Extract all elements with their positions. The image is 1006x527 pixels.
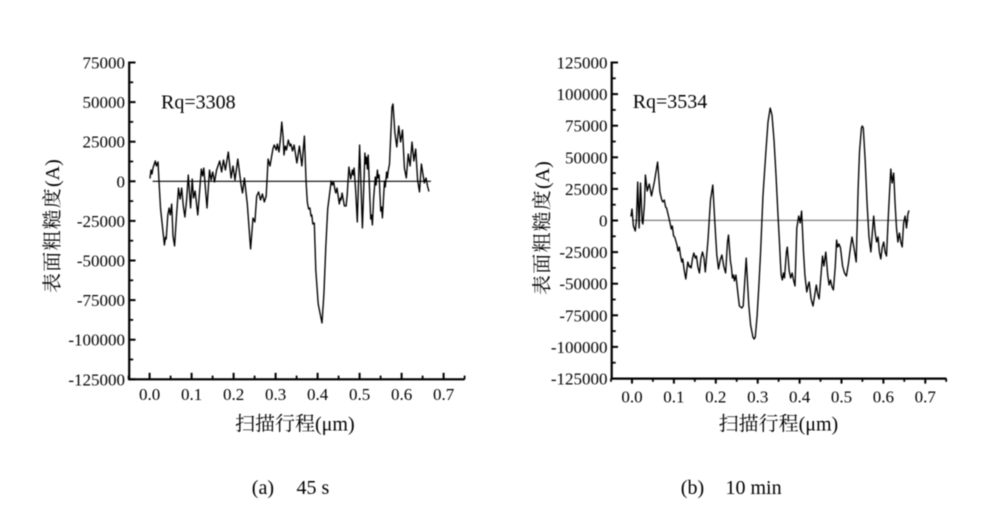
svg-text:100000: 100000 (557, 85, 608, 104)
svg-text:0.6: 0.6 (873, 388, 894, 407)
svg-text:0.2: 0.2 (705, 388, 726, 407)
svg-text:0.4: 0.4 (789, 388, 811, 407)
svg-text:0.0: 0.0 (139, 385, 160, 404)
svg-text:0.1: 0.1 (663, 388, 684, 407)
svg-text:-100000: -100000 (68, 331, 125, 350)
svg-text:10 min: 10 min (726, 477, 782, 499)
svg-text:0.1: 0.1 (181, 385, 202, 404)
svg-text:0.0: 0.0 (621, 388, 642, 407)
svg-text:0: 0 (117, 172, 126, 191)
svg-text:(A): (A) (42, 159, 64, 187)
svg-text:0.3: 0.3 (265, 385, 286, 404)
svg-text:-25000: -25000 (77, 212, 125, 231)
svg-text:75000: 75000 (83, 54, 126, 73)
svg-text:Rq=3534: Rq=3534 (633, 91, 708, 113)
svg-text:25000: 25000 (565, 180, 608, 199)
svg-text:0.5: 0.5 (831, 388, 852, 407)
svg-text:(A): (A) (532, 161, 554, 189)
svg-text:-25000: -25000 (559, 243, 607, 262)
svg-text:125000: 125000 (557, 54, 608, 73)
svg-text:Rq=3308: Rq=3308 (161, 92, 236, 114)
svg-text:(μm): (μm) (315, 414, 355, 436)
svg-text:0.7: 0.7 (433, 385, 455, 404)
svg-text:(μm): (μm) (799, 414, 839, 436)
svg-text:(b): (b) (681, 477, 704, 499)
svg-text:0.3: 0.3 (747, 388, 768, 407)
svg-text:-100000: -100000 (551, 338, 608, 357)
svg-text:0.2: 0.2 (223, 385, 244, 404)
svg-text:-50000: -50000 (77, 252, 125, 271)
svg-text:-50000: -50000 (559, 275, 607, 294)
svg-text:0.4: 0.4 (307, 385, 329, 404)
svg-text:-125000: -125000 (68, 370, 125, 389)
svg-text:75000: 75000 (565, 117, 608, 136)
svg-text:50000: 50000 (565, 148, 608, 167)
svg-text:0.5: 0.5 (349, 385, 370, 404)
svg-text:-125000: -125000 (551, 370, 608, 389)
svg-text:0.7: 0.7 (915, 388, 937, 407)
svg-text:-75000: -75000 (77, 291, 125, 310)
svg-text:0.6: 0.6 (391, 385, 412, 404)
svg-text:25000: 25000 (83, 133, 126, 152)
svg-text:50000: 50000 (83, 93, 126, 112)
svg-text:45 s: 45 s (297, 477, 330, 499)
svg-text:-75000: -75000 (559, 306, 607, 325)
svg-text:0: 0 (599, 212, 608, 231)
svg-text:(a): (a) (252, 477, 274, 499)
